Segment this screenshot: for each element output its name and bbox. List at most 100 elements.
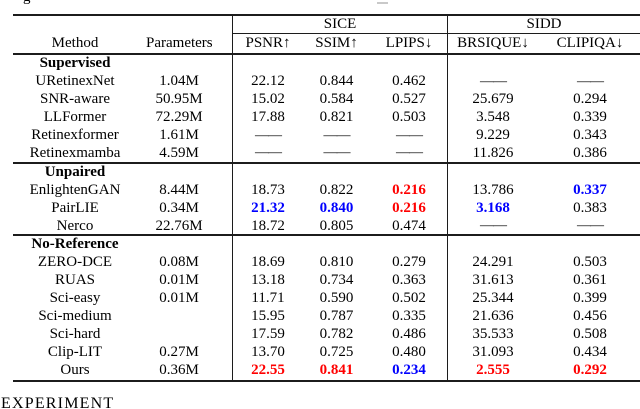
value-cell: 0.527 (392, 91, 426, 108)
method-cell: Sci-medium (38, 307, 112, 324)
value-cell: 0.822 (319, 181, 354, 198)
value-cell: —— (577, 218, 604, 233)
value-cell: 0.36M (159, 361, 199, 378)
table-row: No-Reference (0, 235, 640, 253)
table-row: SNR-aware 50.95M 15.02 0.584 0.527 25.679 0.29… (0, 91, 640, 109)
value-cell: 50.95M (155, 91, 203, 108)
value-cell: —— (323, 127, 351, 143)
value-cell: 21.636 (472, 307, 514, 324)
value-cell: 15.95 (251, 307, 285, 324)
cropped-caption-glyph: g (23, 0, 31, 6)
value-cell: 8.44M (159, 181, 199, 198)
method-cell: ZERO-DCE (37, 253, 113, 270)
method-cell: EnlightenGAN (29, 181, 121, 198)
method-cell: Ours (60, 361, 90, 378)
table-row: Supervised (0, 55, 640, 73)
value-cell: 0.734 (319, 271, 354, 288)
value-cell: 0.337 (573, 181, 607, 198)
method-cell: Sci-hard (49, 325, 101, 342)
value-cell: 11.826 (472, 144, 514, 161)
column-divider-2 (447, 14, 448, 381)
value-cell: 35.533 (472, 325, 514, 342)
value-cell: 22.76M (155, 217, 203, 234)
value-cell: 31.093 (472, 343, 514, 360)
method-cell: RUAS (54, 271, 95, 288)
value-cell: 0.782 (319, 325, 354, 342)
table-row: URetinexNet 1.04M 22.12 0.844 0.462 —— —— (0, 73, 640, 91)
table-top-rule (13, 14, 640, 16)
value-cell: —— (577, 73, 604, 89)
section-rule-2 (13, 234, 640, 236)
value-cell: 3.548 (476, 109, 510, 126)
value-cell: 0.821 (319, 109, 354, 126)
value-cell: 18.73 (251, 181, 285, 198)
value-cell: 24.291 (472, 253, 514, 270)
value-cell: 0.343 (573, 127, 607, 144)
value-cell: 0.480 (392, 343, 426, 360)
table-row: ZERO-DCE 0.08M 18.69 0.810 0.279 24.291 0.503 (0, 253, 640, 271)
value-cell: 25.679 (472, 91, 514, 108)
column-header-lpips: LPIPS↓ (385, 35, 433, 51)
value-cell: 0.34M (159, 199, 199, 216)
column-header-ssim: SSIM↑ (315, 35, 358, 51)
value-cell: 1.04M (159, 73, 199, 90)
section-rule-1 (13, 162, 640, 164)
value-cell: 0.234 (392, 361, 426, 378)
table-row: Nerco 22.76M 18.72 0.805 0.474 —— —— (0, 217, 640, 235)
value-cell: 25.344 (472, 289, 514, 306)
value-cell: 0.462 (392, 73, 426, 90)
sidd-group-underline (447, 33, 640, 34)
value-cell: 0.841 (319, 361, 354, 378)
value-cell: 0.474 (392, 217, 426, 234)
value-cell: —— (480, 73, 507, 89)
value-cell: 0.292 (573, 361, 607, 378)
table-row: Sci-easy 0.01M 11.71 0.590 0.502 25.344 0.399 (0, 289, 640, 307)
group-header-sidd: SIDD (526, 16, 562, 32)
section-title: Supervised (39, 55, 111, 72)
value-cell: 0.27M (159, 343, 199, 360)
section-title: Unpaired (44, 163, 106, 180)
method-cell: Retinexformer (31, 127, 119, 144)
section-heading-experiment: EXPERIMENT (1, 395, 115, 409)
method-cell: PairLIE (51, 199, 99, 216)
value-cell: 0.216 (392, 199, 426, 216)
value-cell: 0.810 (319, 253, 354, 270)
value-cell: 13.18 (251, 271, 285, 288)
value-cell: 0.486 (392, 325, 426, 342)
value-cell: 9.229 (476, 127, 510, 144)
scan-artifact (377, 2, 388, 4)
value-cell: 13.70 (251, 343, 285, 360)
value-cell: 13.786 (472, 181, 514, 198)
value-cell: 0.01M (159, 271, 199, 288)
value-cell: 0.502 (392, 289, 426, 306)
value-cell: 31.613 (472, 271, 514, 288)
value-cell: 0.787 (319, 307, 354, 324)
value-cell: —— (323, 145, 351, 161)
table-bottom-rule (13, 380, 640, 382)
table-row: Unpaired (0, 163, 640, 181)
table-row: PairLIE 0.34M 21.32 0.840 0.216 3.168 0.383 (0, 199, 640, 217)
table-row: Sci-medium 15.95 0.787 0.335 21.636 0.456 (0, 307, 640, 325)
value-cell: 0.363 (392, 271, 426, 288)
value-cell: 0.584 (319, 91, 354, 108)
value-cell: —— (255, 145, 282, 161)
column-divider-1 (232, 14, 233, 381)
method-cell: Sci-easy (49, 289, 101, 306)
column-header-method: Method (51, 35, 99, 51)
table-row: Clip-LIT 0.27M 13.70 0.725 0.480 31.093 0.434 (0, 343, 640, 361)
method-cell: Nerco (56, 217, 94, 234)
value-cell: 72.29M (155, 109, 203, 126)
value-cell: 0.361 (573, 271, 607, 288)
value-cell: 4.59M (159, 144, 199, 161)
value-cell: 0.503 (392, 109, 426, 126)
value-cell: 0.508 (573, 325, 607, 342)
method-cell: URetinexNet (35, 73, 115, 90)
column-header-psnr: PSNR↑ (245, 35, 291, 51)
method-cell: Clip-LIT (47, 343, 103, 360)
value-cell: 22.12 (251, 73, 285, 90)
table-row: Retinexmamba 4.59M —— —— —— 11.826 0.386 (0, 145, 640, 163)
value-cell: —— (396, 145, 423, 161)
table-row: RUAS 0.01M 13.18 0.734 0.363 31.613 0.361 (0, 271, 640, 289)
value-cell: 0.279 (392, 253, 426, 270)
table-row: Retinexformer 1.61M —— —— —— 9.229 0.343 (0, 127, 640, 145)
